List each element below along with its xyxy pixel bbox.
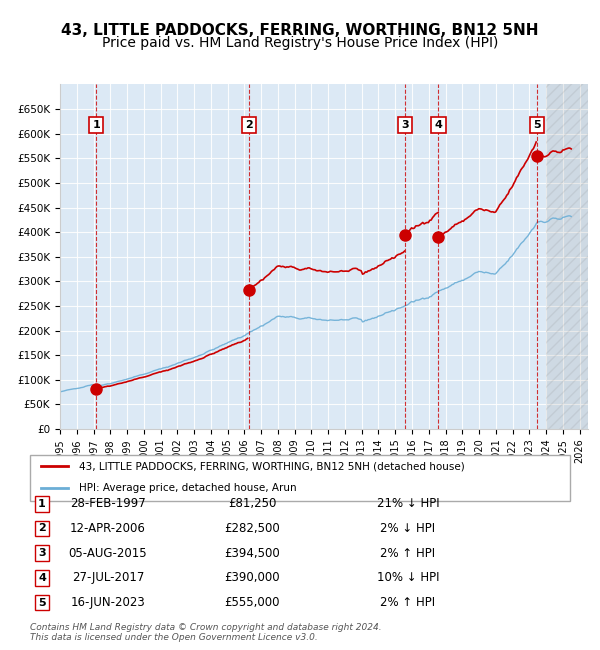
Text: 05-AUG-2015: 05-AUG-2015 <box>68 547 148 560</box>
Text: Price paid vs. HM Land Registry's House Price Index (HPI): Price paid vs. HM Land Registry's House … <box>102 36 498 50</box>
Text: 2: 2 <box>38 523 46 534</box>
Text: 43, LITTLE PADDOCKS, FERRING, WORTHING, BN12 5NH (detached house): 43, LITTLE PADDOCKS, FERRING, WORTHING, … <box>79 462 464 471</box>
Text: 2% ↑ HPI: 2% ↑ HPI <box>380 547 436 560</box>
Text: 16-JUN-2023: 16-JUN-2023 <box>71 596 145 609</box>
Text: Contains HM Land Registry data © Crown copyright and database right 2024.
This d: Contains HM Land Registry data © Crown c… <box>30 623 382 642</box>
Text: 5: 5 <box>38 597 46 608</box>
Text: £81,250: £81,250 <box>228 497 276 510</box>
Text: 5: 5 <box>533 120 541 130</box>
Text: 10% ↓ HPI: 10% ↓ HPI <box>377 571 439 584</box>
Text: £390,000: £390,000 <box>224 571 280 584</box>
Text: 2% ↑ HPI: 2% ↑ HPI <box>380 596 436 609</box>
Text: HPI: Average price, detached house, Arun: HPI: Average price, detached house, Arun <box>79 483 296 493</box>
Text: £282,500: £282,500 <box>224 522 280 535</box>
Text: 4: 4 <box>434 120 442 130</box>
Text: 3: 3 <box>38 548 46 558</box>
Text: 2: 2 <box>245 120 253 130</box>
Text: 12-APR-2006: 12-APR-2006 <box>70 522 146 535</box>
Text: 1: 1 <box>38 499 46 509</box>
Text: £394,500: £394,500 <box>224 547 280 560</box>
Text: 21% ↓ HPI: 21% ↓ HPI <box>377 497 439 510</box>
Text: 43, LITTLE PADDOCKS, FERRING, WORTHING, BN12 5NH: 43, LITTLE PADDOCKS, FERRING, WORTHING, … <box>61 23 539 38</box>
Text: 3: 3 <box>401 120 409 130</box>
Text: £555,000: £555,000 <box>224 596 280 609</box>
FancyBboxPatch shape <box>30 455 570 500</box>
Text: 4: 4 <box>38 573 46 583</box>
Text: 27-JUL-2017: 27-JUL-2017 <box>72 571 144 584</box>
Text: 2% ↓ HPI: 2% ↓ HPI <box>380 522 436 535</box>
Text: 28-FEB-1997: 28-FEB-1997 <box>70 497 146 510</box>
Bar <box>546 84 588 429</box>
Text: 1: 1 <box>92 120 100 130</box>
